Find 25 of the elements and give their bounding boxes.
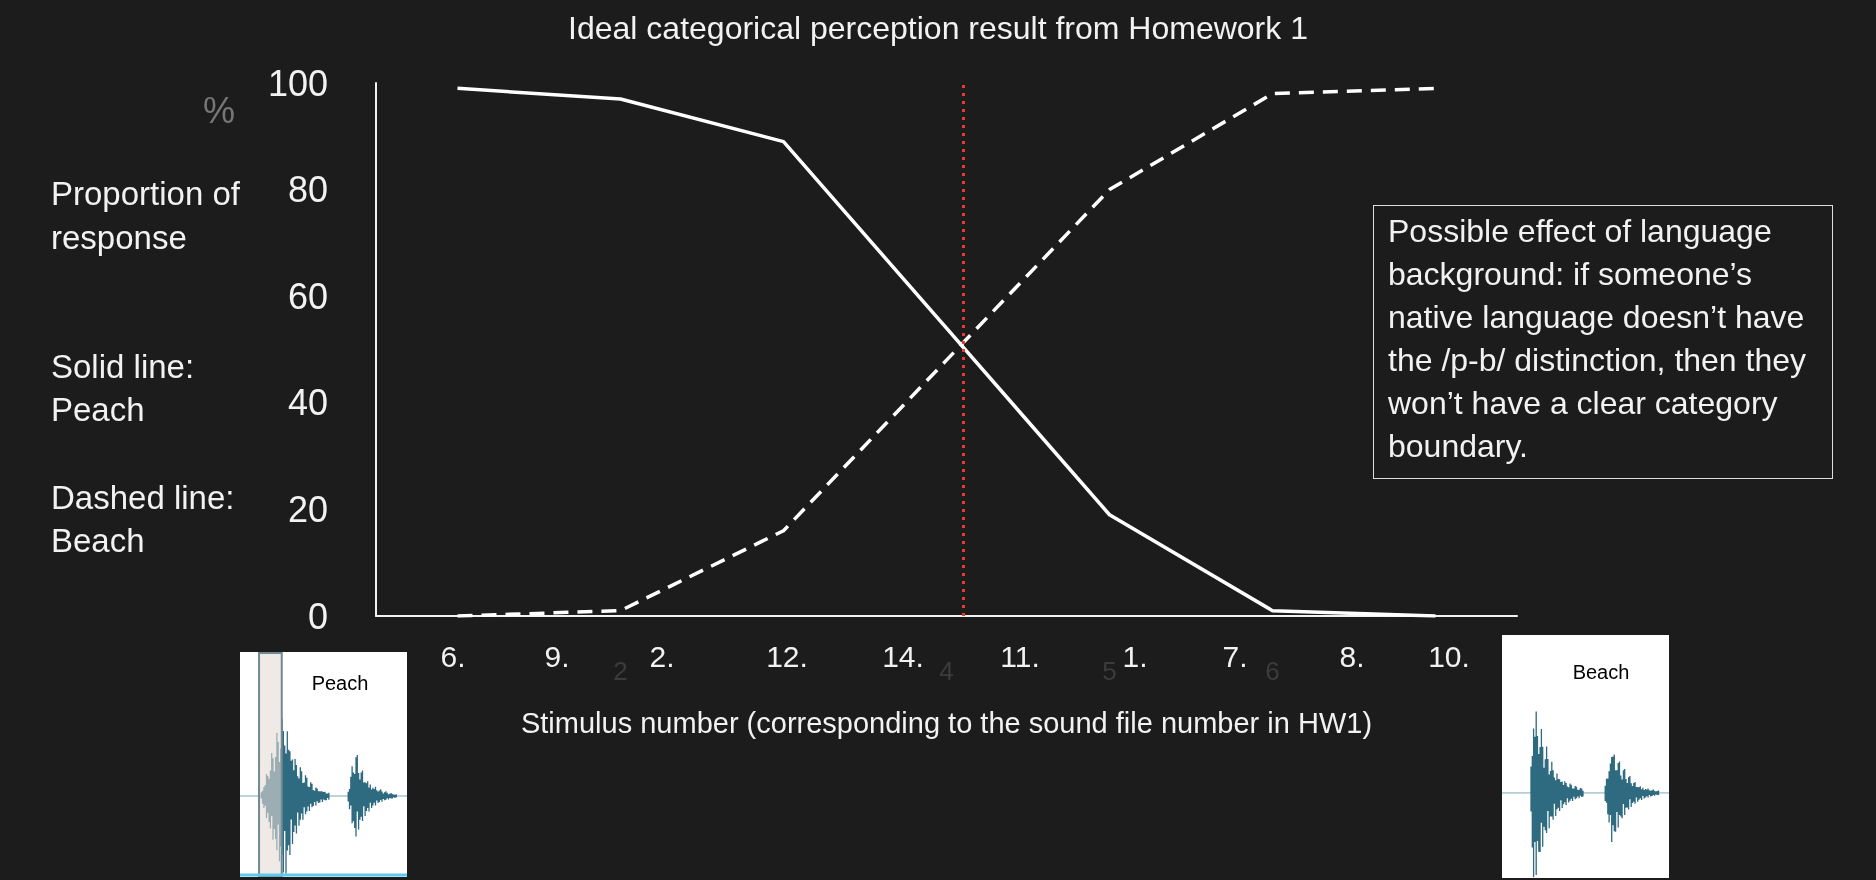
- text: Solid line: Peach: [51, 347, 196, 430]
- text: Dashed line: Beach: [51, 478, 236, 561]
- y-axis-title: Proportion of response: [51, 174, 241, 258]
- text: 6.: [440, 639, 466, 675]
- chart-title: Ideal categorical perception result from Homework 1: [568, 10, 1308, 46]
- y-tick-label: 0: [307, 595, 328, 637]
- text: %: [202, 90, 236, 132]
- y-tick-label: 80: [287, 169, 328, 211]
- y-tick-label: 100: [267, 62, 328, 104]
- y-tick-label: 60: [287, 275, 328, 317]
- annotation: Possible effect of language background: if someone’s native language doesn’t have the /p-b/ distinction, then they won’t have a clear category boundary.: [1373, 205, 1833, 479]
- text: 11.: [1000, 639, 1040, 675]
- text: 9.: [544, 639, 570, 675]
- text: 10.: [1428, 639, 1470, 675]
- y-tick-label: 40: [287, 382, 328, 424]
- text: Beach: [1572, 660, 1630, 684]
- text: 1.: [1122, 639, 1148, 675]
- text: 12.: [766, 639, 808, 675]
- text: 8.: [1339, 639, 1365, 675]
- x-axis-title: Stimulus number (corresponding to the sound file number in HW1): [520, 706, 1373, 739]
- text: 2.: [649, 639, 675, 675]
- text: 7.: [1222, 639, 1248, 675]
- y-tick-label: 20: [287, 488, 328, 530]
- text: Peach: [311, 671, 369, 695]
- text: 14.: [882, 639, 924, 675]
